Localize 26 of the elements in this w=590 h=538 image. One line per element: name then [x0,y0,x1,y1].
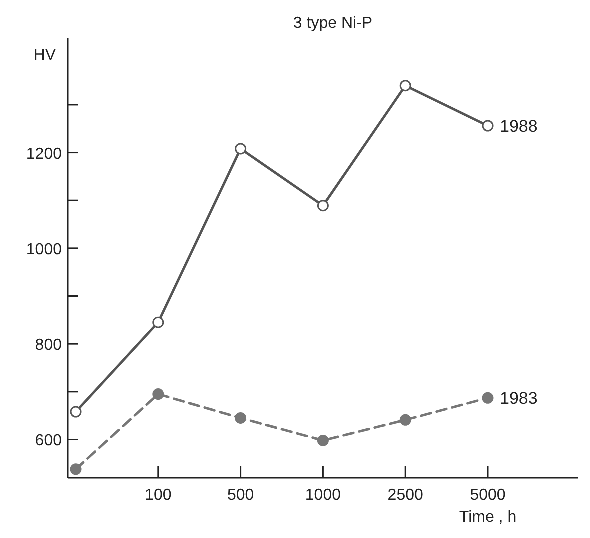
point [235,143,247,155]
x-tick-label: 500 [227,487,254,504]
point [482,120,494,132]
x-tick-label: 2500 [388,487,424,504]
series-label: 1988 [500,117,538,136]
x-tick-label: 100 [145,487,172,504]
point [235,412,247,424]
y-tick-label: 1000 [26,241,62,258]
y-axis-title: HV [34,47,56,64]
point [70,406,82,418]
point [70,464,82,476]
x-tick-label: 1000 [305,487,342,504]
point [317,434,329,446]
y-tick-label: 1200 [26,146,62,163]
x-axis-title: Time , h [459,509,517,526]
series-label: 1983 [500,389,538,408]
point [482,392,494,404]
point [317,200,329,212]
point [152,388,164,400]
y-tick-label: 800 [35,337,62,354]
y-tick-label: 600 [35,432,62,450]
point [400,414,412,426]
x-tick-label: 5000 [470,487,506,504]
point [152,316,164,328]
chart-title: 3 type Ni-P [293,15,373,32]
point [400,80,412,92]
